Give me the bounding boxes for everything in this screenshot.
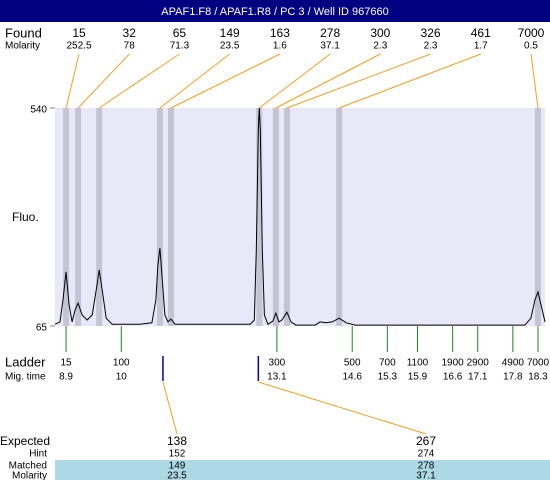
found-size: 32 [123, 26, 137, 40]
expected-matched: 149 [169, 461, 186, 472]
found-connector [259, 53, 331, 109]
found-connector [530, 53, 539, 109]
found-connector [77, 53, 130, 109]
peak-band [256, 108, 263, 326]
found-molarity: 1.7 [474, 41, 488, 52]
found-connector [159, 53, 230, 109]
ladder-size: 4900 [502, 358, 525, 369]
found-label: Found [5, 25, 42, 40]
ladder-mig-time: 15.3 [378, 372, 398, 383]
found-connector [170, 53, 281, 109]
ladder-mig-time: 13.1 [267, 372, 287, 383]
found-molarity: 1.6 [273, 41, 287, 52]
found-molarity: 71.3 [170, 41, 190, 52]
y-tick-label: 65 [36, 323, 48, 334]
peak-band [75, 108, 82, 326]
ladder-label: Ladder [5, 354, 46, 369]
peak-band [283, 108, 290, 326]
expected-row-label: Matched [9, 461, 47, 472]
mig-time-label: Mig. time [5, 372, 46, 383]
found-molarity: 2.3 [424, 41, 438, 52]
expected-connector [162, 381, 178, 435]
found-size: 300 [370, 26, 390, 40]
ladder-mig-time: 15.9 [408, 372, 428, 383]
found-size: 278 [320, 26, 340, 40]
expected-hint: 274 [418, 449, 435, 460]
ladder-size: 15 [60, 358, 72, 369]
peak-band [336, 108, 343, 326]
ladder-mig-time: 14.6 [342, 372, 362, 383]
ladder-mig-time: 16.6 [443, 372, 463, 383]
plot-area [55, 108, 545, 326]
expected-matched: 278 [418, 461, 435, 472]
found-molarity: 2.3 [373, 41, 387, 52]
expected-molarity: 37.1 [416, 471, 436, 480]
ladder-size: 1900 [441, 358, 464, 369]
expected-expected: 267 [416, 434, 436, 448]
found-connector [98, 53, 180, 109]
found-size: 7000 [518, 26, 545, 40]
found-size: 163 [270, 26, 290, 40]
ladder-size: 2900 [467, 358, 490, 369]
ladder-mig-time: 8.9 [59, 372, 73, 383]
ladder-mig-time: 18.3 [528, 372, 548, 383]
ladder-mig-time: 17.8 [503, 372, 523, 383]
expected-molarity: 23.5 [167, 471, 187, 480]
expected-row-label: Expected [0, 434, 50, 448]
matched-highlight [55, 460, 550, 480]
found-connector [275, 53, 381, 109]
peak-band [156, 108, 163, 326]
found-size: 65 [173, 26, 187, 40]
ladder-size: 1100 [407, 358, 429, 369]
found-size: 15 [72, 26, 86, 40]
expected-row-label: Molarity [12, 471, 47, 480]
ladder-size: 300 [269, 358, 286, 369]
found-connector [65, 53, 80, 109]
y-axis-label: Fluo. [12, 210, 39, 224]
found-molarity: 78 [124, 41, 136, 52]
found-size: 149 [220, 26, 240, 40]
title-bar [0, 0, 550, 22]
peak-band [534, 108, 541, 326]
y-tick-label: 540 [30, 105, 47, 116]
molarity-label: Molarity [5, 41, 40, 52]
expected-row-label: Hint [29, 449, 47, 460]
found-molarity: 23.5 [220, 41, 240, 52]
found-size: 461 [471, 26, 491, 40]
peak-band [167, 108, 174, 326]
found-molarity: 252.5 [66, 41, 91, 52]
peak-band [272, 108, 279, 326]
ladder-mig-time: 17.1 [468, 372, 488, 383]
peak-band [96, 108, 103, 326]
title: APAF1.F8 / APAF1.R8 / PC 3 / Well ID 967… [161, 6, 388, 18]
trace [54, 107, 546, 326]
ladder-size: 500 [344, 358, 361, 369]
found-connector [338, 53, 481, 109]
expected-connector [258, 381, 427, 435]
ladder-size: 100 [113, 358, 130, 369]
expected-expected: 138 [167, 434, 187, 448]
found-connector [286, 53, 431, 109]
expected-hint: 152 [169, 449, 186, 460]
found-molarity: 37.1 [320, 41, 340, 52]
ladder-size: 7000 [527, 358, 550, 369]
ladder-mig-time: 10 [116, 372, 128, 383]
found-size: 326 [421, 26, 441, 40]
found-molarity: 0.5 [524, 41, 538, 52]
peak-band [63, 108, 70, 326]
ladder-size: 700 [379, 358, 396, 369]
